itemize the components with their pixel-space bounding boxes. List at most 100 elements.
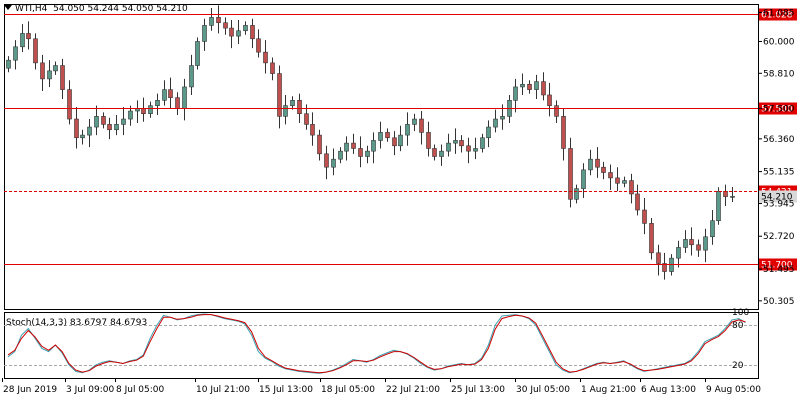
candle-body <box>175 97 180 109</box>
candles <box>6 5 735 280</box>
candle-body <box>642 209 647 224</box>
chart-header: WTI,H4 54.050 54.244 54.050 54.210 <box>4 4 188 14</box>
candle-body <box>256 38 261 53</box>
candle-body <box>223 22 228 29</box>
candle-body <box>588 158 593 171</box>
stochastic-pane: 100 80 20 <box>4 308 758 374</box>
candle-body <box>87 126 92 136</box>
candle-body <box>486 126 491 139</box>
candle-body <box>453 140 458 144</box>
symbol-label: WTI,H4 <box>15 4 48 14</box>
candle-body <box>493 118 498 128</box>
candle-body <box>351 142 356 149</box>
candle-body <box>121 118 126 125</box>
time-axis: 28 Jun 2019 3 Jul 09:00 8 Jul 05:00 10 Jul … <box>2 378 761 395</box>
candle-body <box>689 239 694 246</box>
candle-body <box>243 25 248 32</box>
candle-body <box>101 116 106 125</box>
stochastic-main-line <box>7 313 746 374</box>
stochastic-signal-line <box>7 314 746 374</box>
candle-body <box>527 83 532 90</box>
current-price-tag <box>759 190 797 203</box>
price-tick-label: 56.360 <box>763 135 795 145</box>
ohlc-values: 54.050 54.244 54.050 54.210 <box>53 4 188 14</box>
candle-body <box>229 27 234 37</box>
candle-body <box>168 89 173 98</box>
candle-body <box>446 142 451 152</box>
time-tick-label: 22 Jul 21:00 <box>386 385 440 395</box>
dropdown-triangle-icon[interactable] <box>4 5 12 10</box>
candle-body <box>26 33 31 40</box>
time-tick-label: 28 Jun 2019 <box>3 385 57 395</box>
candle-body <box>466 145 471 152</box>
price-tick-label: 58.810 <box>763 69 795 79</box>
price-tick-label: 55.135 <box>763 168 795 178</box>
candle-body <box>378 132 383 141</box>
price-tick-label: 60.000 <box>763 37 795 47</box>
candle-body <box>365 150 370 157</box>
stochastic-pane-frame <box>4 312 759 379</box>
stochastic-label: Stoch(14,3,3) 83.6797 84.6793 <box>6 318 148 328</box>
price-tick-label: 53.945 <box>763 199 795 209</box>
candle-body <box>338 150 343 160</box>
candle-body <box>439 150 444 157</box>
candle-body <box>290 100 295 106</box>
level-price-tag <box>759 8 797 21</box>
candle-body <box>561 116 566 149</box>
candle-body <box>331 158 336 168</box>
candle-body <box>67 89 72 120</box>
candle-body <box>554 105 559 117</box>
price-tick-label: 51.495 <box>763 265 795 275</box>
candle-body <box>398 134 403 147</box>
candle-body <box>209 17 214 26</box>
time-tick-label: 1 Aug 21:00 <box>581 385 636 395</box>
candle-body <box>385 132 390 139</box>
candle-body <box>317 134 322 155</box>
candle-body <box>371 140 376 152</box>
time-tick-label: 8 Jul 05:00 <box>116 385 165 395</box>
candle-body <box>141 108 146 114</box>
candle-body <box>189 65 194 88</box>
candle-body <box>595 158 600 168</box>
candle-body <box>473 148 478 152</box>
candle-body <box>304 113 309 125</box>
candle-body <box>155 100 160 106</box>
candle-body <box>40 62 45 80</box>
candle-body <box>47 70 52 80</box>
candle-body <box>60 65 65 90</box>
level-price-tag <box>759 258 797 271</box>
candle-body <box>182 86 187 109</box>
candle-body <box>344 142 349 152</box>
price-tick-label: 50.305 <box>763 297 795 307</box>
price-axis: 61.085 60.000 58.810 57.500 56.360 55.135 53.9… <box>758 8 795 307</box>
candle-body <box>162 89 167 101</box>
candle-body <box>547 94 552 106</box>
candle-body <box>676 247 681 259</box>
level-price-label: 51.700 <box>761 261 793 271</box>
candle-body <box>574 188 579 200</box>
time-tick-label: 25 Jul 13:00 <box>451 385 505 395</box>
candle-body <box>250 25 255 40</box>
time-tick-label: 15 Jul 13:00 <box>259 385 313 395</box>
candle-body <box>297 100 302 114</box>
candle-body <box>263 51 268 64</box>
candle-body <box>480 137 485 149</box>
price-tick-label: 61.085 <box>763 8 795 18</box>
candle-body <box>629 180 634 195</box>
candle-body <box>270 62 275 74</box>
level-price-label: 57.500 <box>761 105 793 115</box>
candle-body <box>216 17 221 24</box>
candle-body <box>534 81 539 90</box>
time-tick-label: 30 Jul 05:00 <box>516 385 570 395</box>
candle-body <box>656 252 661 264</box>
candle-body <box>114 124 119 131</box>
candle-body <box>202 25 207 42</box>
candle-body <box>94 116 99 128</box>
candle-body <box>513 86 518 101</box>
time-tick-label: 18 Jul 05:00 <box>321 385 375 395</box>
candle-body <box>53 65 58 72</box>
candle-body <box>615 177 620 184</box>
level-price-label: 61.028 <box>761 11 793 21</box>
